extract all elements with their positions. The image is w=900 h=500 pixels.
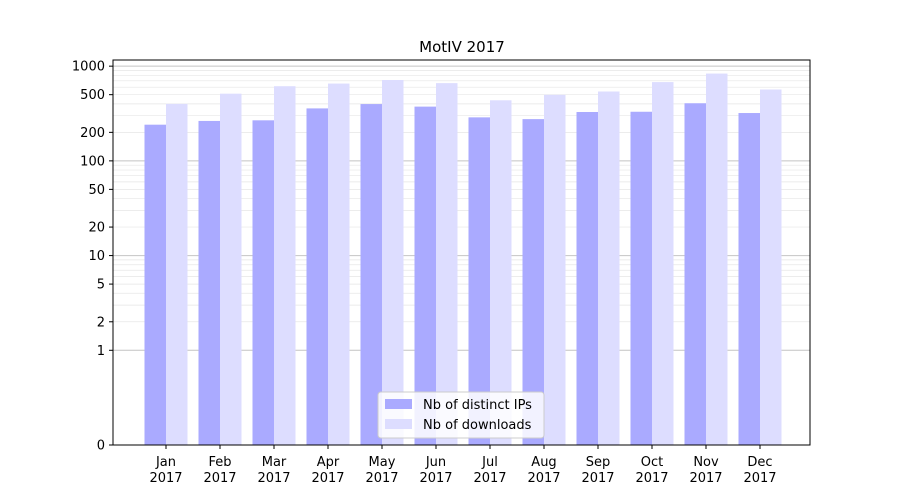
y-tick-label: 10 xyxy=(88,249,105,264)
bar-downloads xyxy=(274,86,296,445)
y-tick-label: 1000 xyxy=(72,60,105,75)
bar-distinct-ips xyxy=(414,106,436,445)
x-tick-label: Nov 2017 xyxy=(689,455,722,486)
bar-distinct-ips xyxy=(576,112,598,446)
bar-downloads xyxy=(382,80,404,445)
bar-distinct-ips xyxy=(360,104,382,445)
bar-distinct-ips xyxy=(630,111,652,445)
plot-frame xyxy=(112,59,811,446)
x-tick-label: Apr 2017 xyxy=(311,455,344,486)
x-tick-label: May 2017 xyxy=(365,455,398,486)
y-tick-label: 100 xyxy=(80,154,105,169)
x-axis: Jan 2017 Feb 2017 Mar 2017 Apr 2017 May 2017 Jun 20… xyxy=(149,445,777,486)
legend-swatch xyxy=(385,419,412,429)
y-tick-label: 5 xyxy=(97,278,105,293)
bar-downloads xyxy=(544,94,566,445)
legend-label: Nb of distinct IPs xyxy=(423,398,532,413)
bar-downloads xyxy=(760,89,782,445)
bar-downloads xyxy=(598,91,620,445)
x-tick-label: Mar 2017 xyxy=(257,455,290,486)
bar-downloads xyxy=(220,93,242,445)
x-tick-label: Feb 2017 xyxy=(203,455,236,486)
legend-label: Nb of downloads xyxy=(423,418,532,433)
bar-downloads xyxy=(166,103,188,445)
bar-downloads xyxy=(706,73,728,445)
y-tick-label: 500 xyxy=(80,88,105,103)
y-axis: 0 1 2 5 10 20 50 100 200 500 1000 xyxy=(72,60,113,454)
legend-swatch xyxy=(385,399,412,409)
bar-distinct-ips xyxy=(198,120,220,446)
y-tick-label: 200 xyxy=(80,126,105,141)
bar-distinct-ips xyxy=(684,103,706,445)
x-tick-label: Oct 2017 xyxy=(635,455,668,486)
x-tick-label: Sep 2017 xyxy=(581,455,614,486)
bar-downloads xyxy=(436,83,458,445)
bar-distinct-ips xyxy=(144,124,166,445)
bar-distinct-ips xyxy=(252,120,274,445)
x-tick-label: Jul 2017 xyxy=(473,455,506,486)
bar-downloads xyxy=(652,82,674,445)
bar-distinct-ips xyxy=(306,108,328,445)
x-tick-label: Jun 2017 xyxy=(419,455,452,486)
y-tick-label: 2 xyxy=(97,315,105,330)
bar-downloads xyxy=(328,83,350,445)
x-tick-label: Jan 2017 xyxy=(149,455,182,486)
legend-box xyxy=(377,391,545,439)
bar-distinct-ips xyxy=(468,117,490,445)
bars xyxy=(144,73,782,446)
bar-distinct-ips xyxy=(738,113,760,445)
y-tick-label: 0 xyxy=(97,439,105,454)
legend: Nb of distinct IPs Nb of downloads xyxy=(377,391,545,439)
chart-title: MotIV 2017 xyxy=(419,38,505,56)
y-tick-label: 20 xyxy=(88,221,105,236)
bar-distinct-ips xyxy=(522,119,544,445)
x-tick-label: Aug 2017 xyxy=(527,455,560,486)
bar-downloads xyxy=(490,100,512,446)
y-tick-label: 1 xyxy=(97,344,105,359)
y-tick-label: 50 xyxy=(88,183,105,198)
x-tick-label: Dec 2017 xyxy=(743,455,776,486)
